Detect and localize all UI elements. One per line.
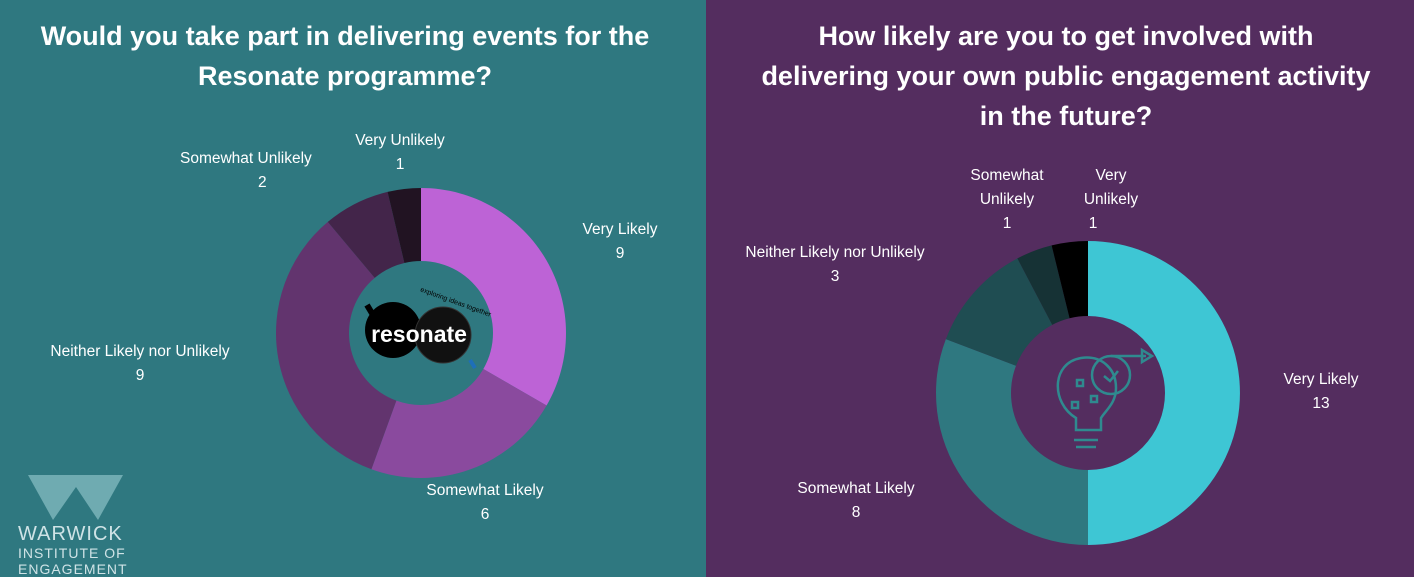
chart1-label-very-unlikely: Very Unlikely 1 bbox=[355, 132, 445, 173]
donut-slice-somewhat-likely bbox=[371, 369, 547, 479]
warwick-logo: WARWICK INSTITUTE OF ENGAGEMENT bbox=[18, 475, 128, 577]
chart2-label-very-likely: Very Likely 13 bbox=[1283, 371, 1359, 412]
chart2-label-neither: Neither Likely nor Unlikely 3 bbox=[745, 244, 925, 285]
resonate-logo: resonate exploring ideas together bbox=[364, 287, 492, 370]
lightbulb-clock-icon bbox=[1056, 347, 1155, 449]
donut-slice-neither-likely-nor-unlikely bbox=[945, 258, 1053, 366]
donut-slice-very-unlikely bbox=[1051, 241, 1088, 319]
chart1-label-neither: Neither Likely nor Unlikely 9 bbox=[50, 343, 230, 384]
warwick-w-icon bbox=[28, 475, 123, 520]
svg-text:resonate: resonate bbox=[371, 321, 467, 347]
chart1-label-somewhat-likely: Somewhat Likely 6 bbox=[426, 482, 544, 523]
left-panel: Would you take part in delivering events… bbox=[0, 0, 706, 577]
donut-slice-somewhat-unlikely bbox=[1017, 245, 1070, 325]
chart1-title: Would you take part in delivering events… bbox=[40, 21, 650, 91]
donut-slice-very-likely bbox=[421, 188, 566, 406]
chart1-label-very-likely: Very Likely 9 bbox=[582, 221, 658, 262]
chart2-label-somewhat-likely: Somewhat Likely 8 bbox=[797, 480, 915, 521]
chart2-label-very-unlikely: Very Unlikely 1 bbox=[1083, 167, 1139, 232]
chart1-label-somewhat-unlikely: Somewhat Unlikely 2 bbox=[180, 150, 312, 191]
donut-slice-somewhat-likely bbox=[936, 339, 1088, 545]
donut-slice-very-unlikely bbox=[387, 188, 421, 263]
chart2-title: How likely are you to get involved with … bbox=[761, 21, 1371, 131]
right-panel: How likely are you to get involved with … bbox=[706, 0, 1414, 577]
chart1-donut: resonate exploring ideas together bbox=[275, 188, 566, 479]
chart2-donut bbox=[936, 241, 1240, 545]
donut-slice-very-likely bbox=[1088, 241, 1240, 545]
donut-slice-neither-likely-nor-unlikely bbox=[275, 221, 397, 470]
donut-slice-somewhat-unlikely bbox=[327, 191, 405, 278]
chart2-label-somewhat-unlikely: Somewhat Unlikely 1 bbox=[970, 167, 1044, 232]
